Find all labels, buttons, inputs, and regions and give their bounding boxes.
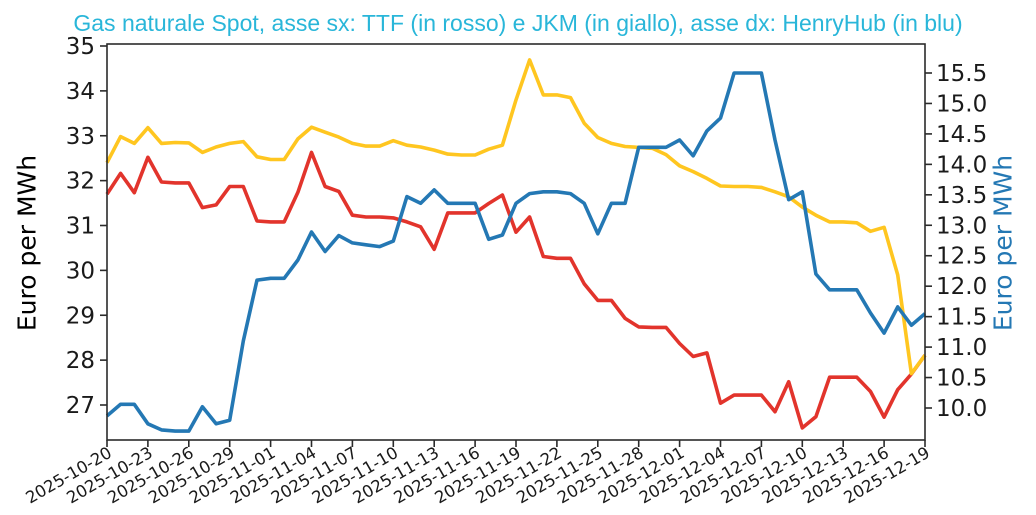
right-tick-label: 12.0 [936,274,987,300]
right-tick-label: 10.5 [936,366,987,392]
left-tick-label: 28 [66,348,95,374]
right-tick-label: 10.0 [936,396,987,422]
left-tick-label: 32 [66,169,95,195]
right-tick-label: 15.5 [936,61,987,87]
right-tick-label: 11.0 [936,335,987,361]
left-axis-title: Euro per MWh [12,154,42,332]
right-tick-label: 13.5 [936,183,987,209]
right-tick-label: 11.5 [936,305,987,331]
plot-title: Gas naturale Spot, asse sx: TTF (in ross… [73,10,963,36]
left-tick-label: 33 [66,124,95,150]
right-tick-label: 14.0 [936,152,987,178]
right-tick-label: 12.5 [936,244,987,270]
series-line-jkm [105,58,927,376]
series-line-henryhub [105,71,927,433]
left-tick-label: 29 [66,303,95,329]
left-tick-label: 34 [66,79,95,105]
left-tick-label: 31 [66,214,95,240]
left-tick-label: 35 [66,34,95,60]
right-axis-title: Euro per MWh [988,154,1018,332]
left-tick-label: 30 [66,258,95,284]
right-tick-label: 14.5 [936,122,987,148]
series-line-ttf [105,150,927,430]
right-tick-label: 13.0 [936,213,987,239]
right-tick-label: 15.0 [936,91,987,117]
left-tick-label: 27 [66,393,95,419]
